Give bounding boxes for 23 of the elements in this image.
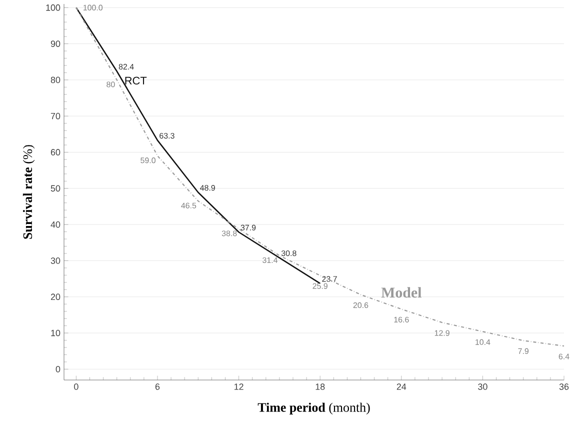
series-label: Model [381, 287, 422, 298]
x-tick-label: 36 [559, 384, 569, 390]
y-tick-label: 60 [50, 149, 60, 156]
x-tick-label: 18 [316, 384, 325, 390]
series-label: RCT [125, 76, 147, 85]
x-axis-title: Time period (month) [258, 402, 370, 414]
y-axis-title: Survival rate (%) [22, 145, 35, 239]
x-tick-label: 0 [74, 384, 78, 390]
x-tick-label: 24 [396, 384, 406, 390]
y-tick-label: 80 [50, 76, 60, 84]
y-tick-label: 30 [50, 258, 60, 264]
y-tick-label: 10 [51, 330, 60, 336]
y-tick-label: 90 [50, 40, 60, 47]
y-tick-label: 20 [50, 294, 60, 300]
y-tick-label: 50 [50, 185, 60, 192]
y-tick-label: 70 [50, 112, 60, 120]
y-tick-label: 100 [46, 4, 60, 11]
x-tick-label: 6 [155, 384, 160, 390]
y-tick-label: 0 [56, 366, 60, 372]
y-tick-label: 40 [50, 221, 60, 228]
line-series [76, 6, 321, 284]
x-tick-label: 30 [478, 384, 488, 390]
x-tick-label: 12 [234, 384, 244, 390]
